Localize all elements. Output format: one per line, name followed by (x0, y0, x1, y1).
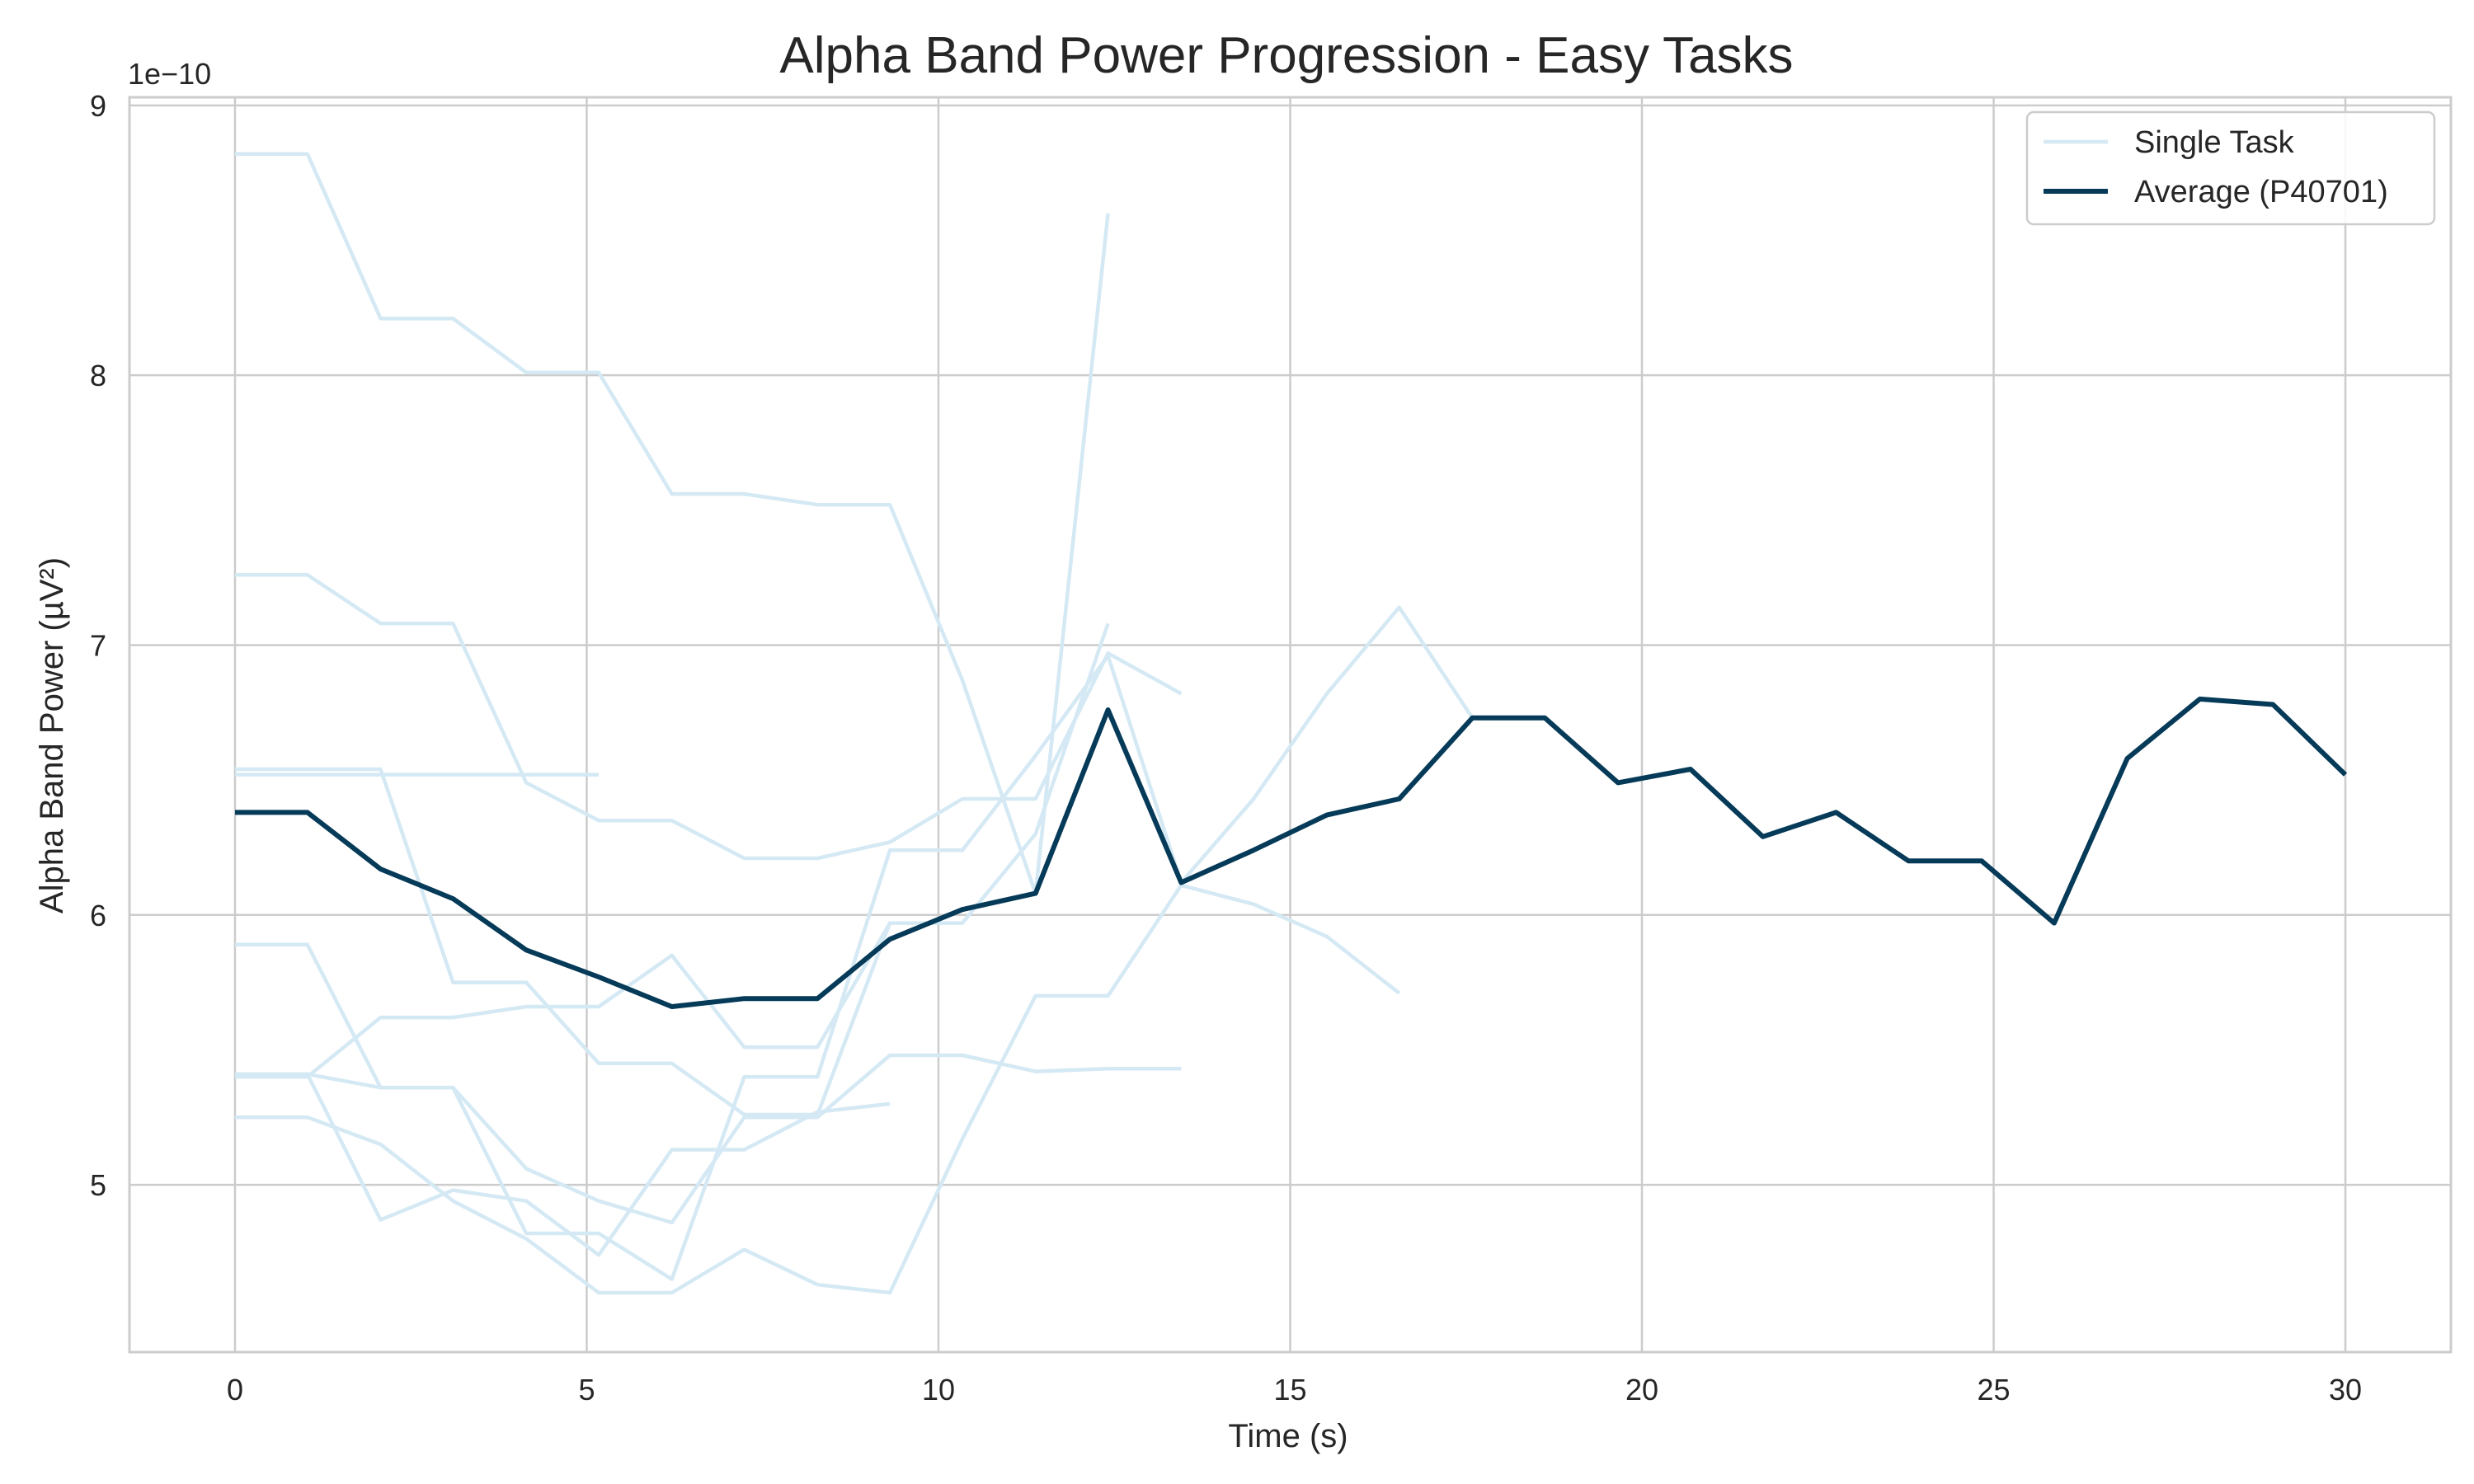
single-task-line (235, 883, 1401, 1295)
y-axis-label: Alpha Band Power (µV²) (34, 557, 70, 913)
x-tick-label: 10 (922, 1373, 955, 1407)
y-tick-label: 9 (90, 89, 106, 123)
single-task-line (235, 605, 1475, 1281)
plot-area: 0 5 10 15 20 25 30 5 6 7 8 9 (90, 89, 2453, 1407)
legend: Single Task Average (P40701) (2025, 110, 2436, 226)
average-series-line (235, 696, 2348, 1009)
x-tick-label: 0 (227, 1373, 243, 1407)
y-tick-label: 8 (90, 359, 106, 392)
single-task-line (235, 622, 1110, 1117)
legend-label: Average (P40701) (2134, 175, 2388, 209)
y-tick-label: 6 (90, 899, 106, 932)
chart-title: Alpha Band Power Progression - Easy Task… (779, 27, 1793, 84)
legend-label: Single Task (2134, 125, 2295, 160)
y-tick-label: 7 (90, 628, 106, 662)
y-axis-offset-label: 1e−10 (128, 57, 211, 91)
single-task-line (235, 922, 892, 1079)
y-tick-label: 5 (90, 1168, 106, 1202)
x-tick-label: 20 (1625, 1373, 1658, 1407)
single-task-line (235, 573, 1183, 861)
x-tick-label: 15 (1273, 1373, 1306, 1407)
x-tick-label: 25 (1978, 1373, 2011, 1407)
single-task-line (235, 1072, 891, 1257)
x-tick-label: 30 (2329, 1373, 2362, 1407)
x-axis-label: Time (s) (1228, 1418, 1348, 1454)
single-task-line (235, 1053, 1182, 1225)
single-task-line (235, 152, 1110, 895)
legend-box (2025, 110, 2436, 226)
plot-frame (128, 96, 2453, 1354)
x-tick-label: 5 (578, 1373, 595, 1407)
